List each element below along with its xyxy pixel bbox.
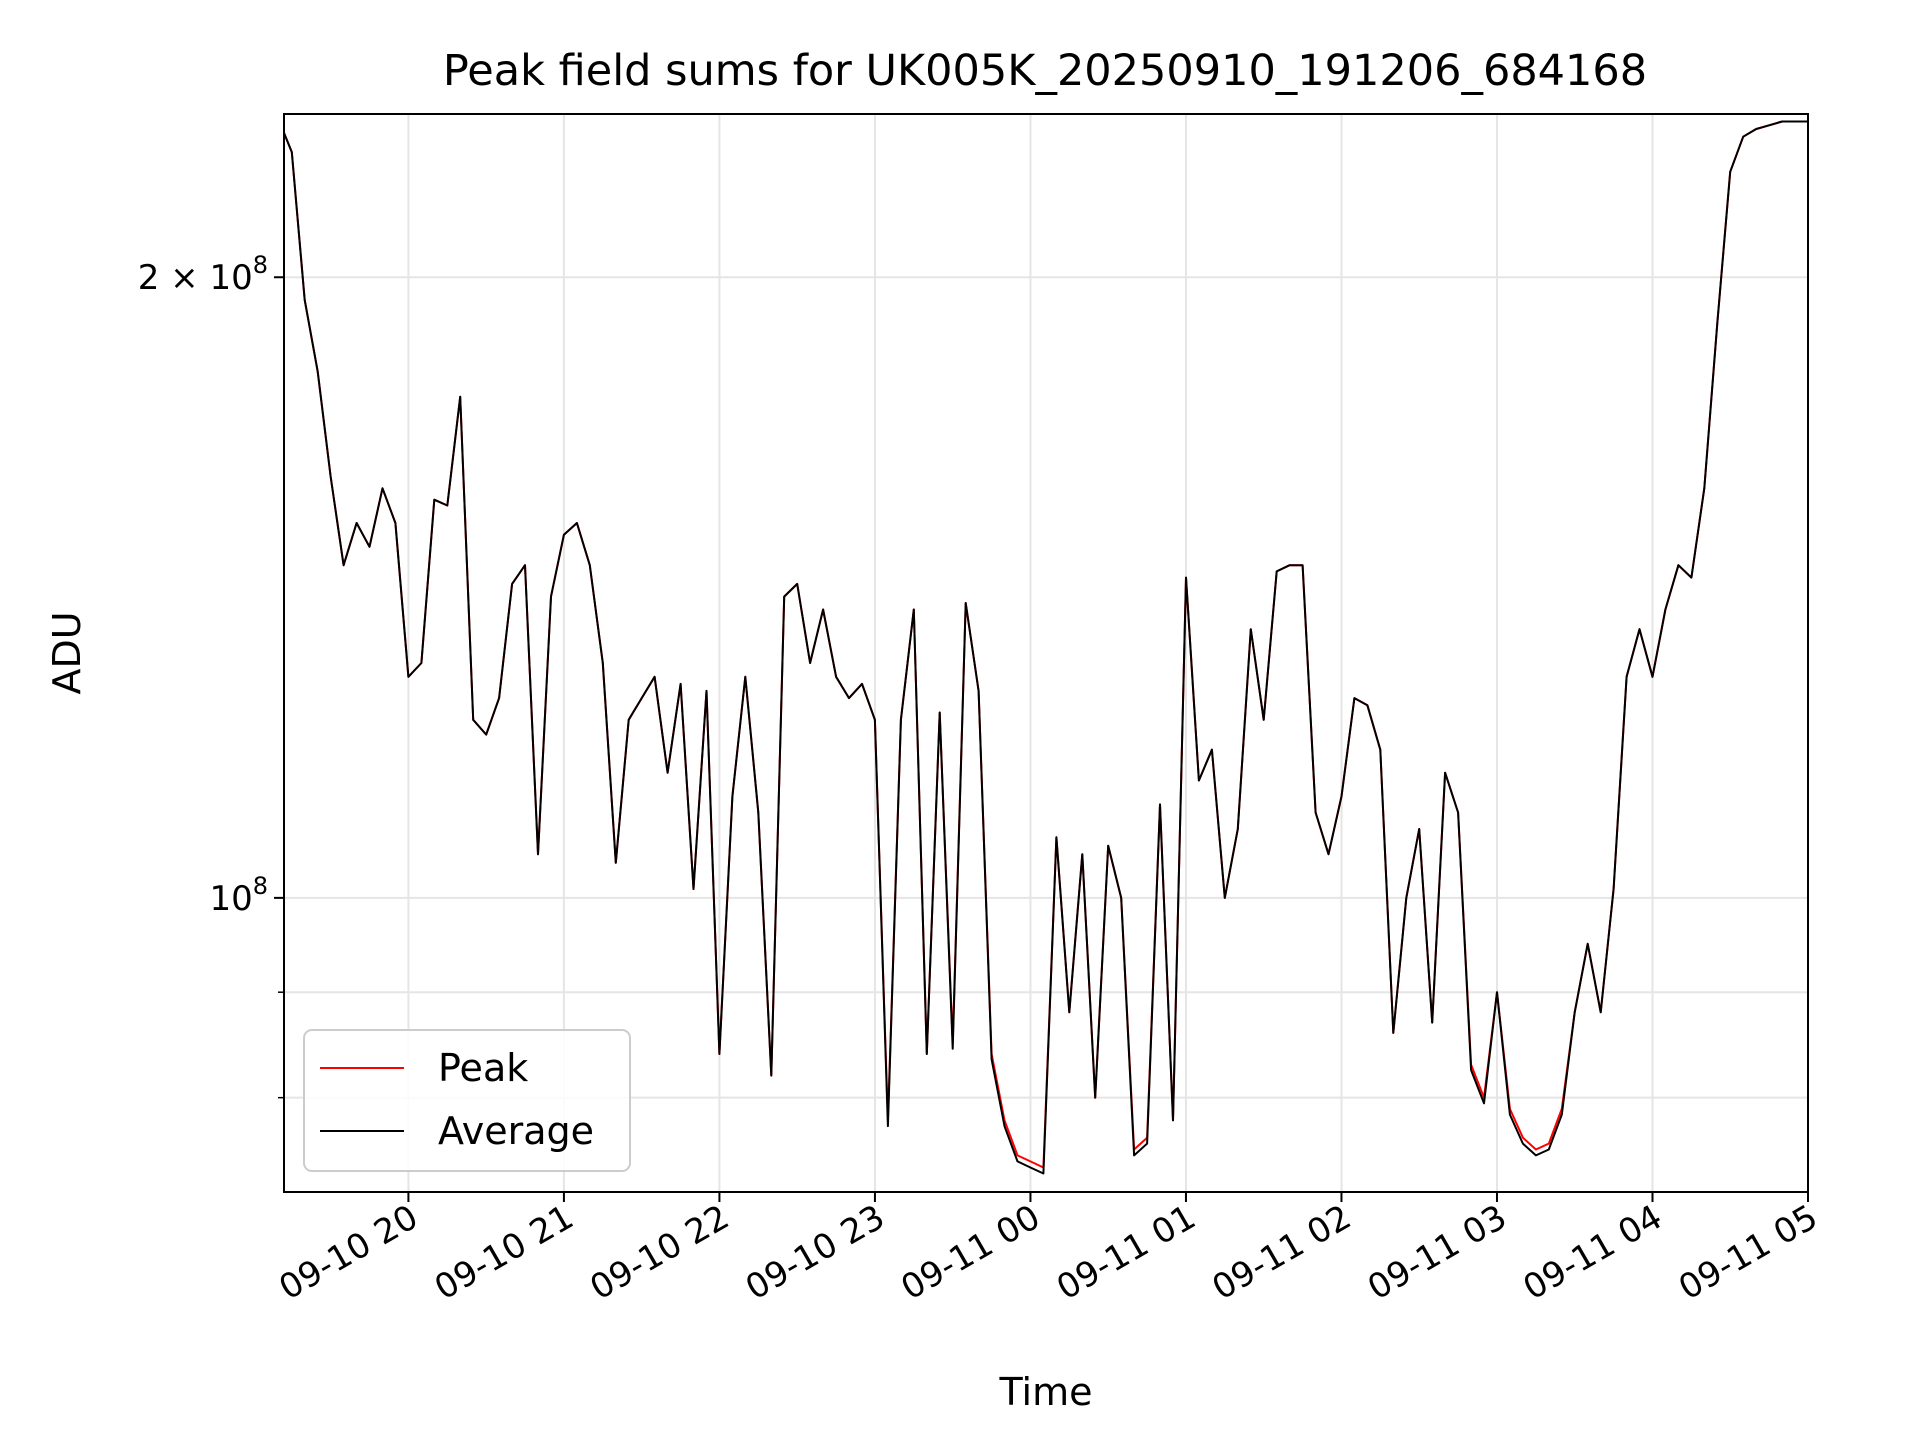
y-tick-label: 108	[209, 872, 268, 919]
y-tick-exponent: 8	[253, 251, 268, 279]
y-tick-mantissa: 2 × 10	[138, 258, 253, 298]
plot-area	[284, 114, 1808, 1192]
plot-frame	[283, 113, 1809, 1193]
y-tick-exponent: 8	[253, 872, 268, 900]
legend-label-average: Average	[438, 1109, 594, 1153]
y-axis-label: ADU	[45, 611, 89, 694]
y-tick-label: 2 × 108	[138, 251, 268, 298]
series-layer	[283, 120, 1808, 1175]
series-line-average	[283, 120, 1808, 1175]
x-axis-label: Time	[999, 1370, 1093, 1414]
chart-title: Peak field sums for UK005K_20250910_1912…	[443, 46, 1647, 96]
y-tick-mantissa: 10	[209, 879, 252, 919]
legend: Peak Average	[303, 1029, 631, 1172]
legend-box	[303, 1029, 631, 1172]
legend-label-peak: Peak	[438, 1046, 528, 1090]
